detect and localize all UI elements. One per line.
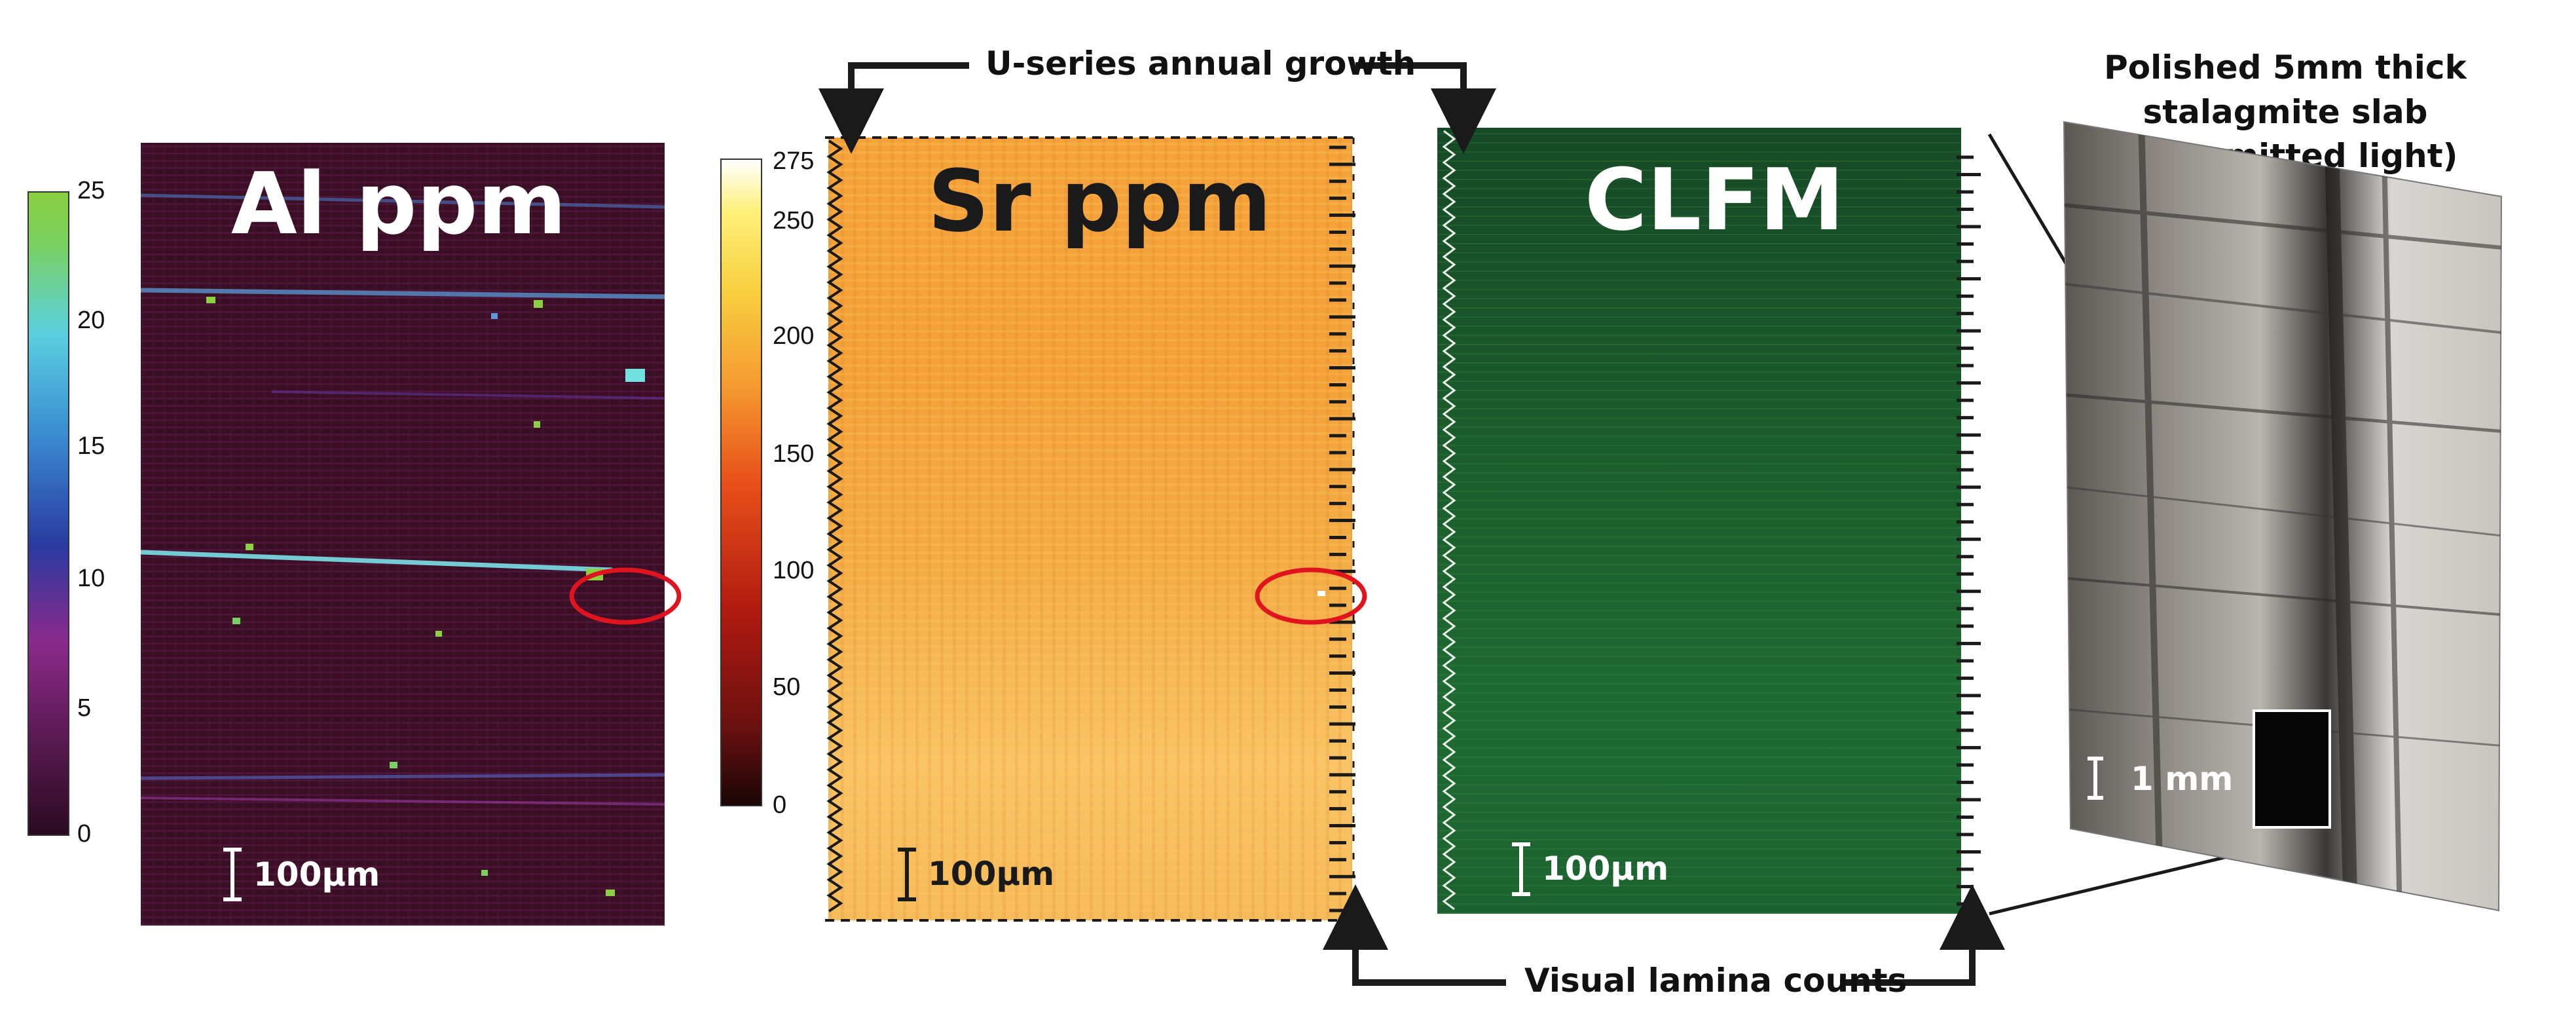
sr-colorbar-tick: 150 [773, 440, 815, 468]
al-ppm-title: Al ppm [231, 154, 567, 254]
al-scale-bar-icon [223, 848, 242, 901]
callout-visual-lamina: Visual lamina counts [1524, 962, 1907, 1000]
sr-scale-bar-icon [898, 848, 916, 901]
sr-ppm-map: Sr ppm 100µm [828, 138, 1352, 920]
clfm-map-overlay [1442, 130, 1981, 911]
sr-colorbar-tick: 250 [773, 207, 815, 235]
al-colorbar-tick: 20 [77, 307, 105, 334]
slab-scale-label: 1 mm [2131, 760, 2234, 798]
al-colorbar-tick: 0 [77, 820, 92, 848]
sr-scale-label: 100µm [928, 855, 1055, 893]
clfm-scale-bar-icon [1512, 842, 1530, 896]
al-highlight-circle [569, 567, 682, 625]
al-colorbar-tick: 10 [77, 565, 105, 592]
clfm-scale-label: 100µm [1542, 850, 1669, 888]
sr-colorbar-tick: 50 [773, 673, 801, 701]
sr-highlight-circle [1255, 567, 1367, 625]
clfm-title: CLFM [1585, 150, 1845, 250]
sr-map-overlay [825, 136, 1359, 922]
al-colorbar-tick: 25 [77, 177, 105, 204]
sr-colorbar-tick: 100 [773, 557, 815, 584]
al-ppm-map: Al ppm 100µm [141, 143, 665, 926]
al-colorbar [28, 191, 69, 836]
al-scale-label: 100µm [253, 855, 380, 893]
clfm-map: CLFM 100µm [1437, 128, 1961, 914]
stalagmite-slab-photo [2063, 121, 2503, 912]
slab-scale-bar-icon [2088, 757, 2103, 800]
slab-title-line1: Polished 5mm thick stalagmite slab [2104, 48, 2467, 131]
sr-ppm-title: Sr ppm [928, 151, 1272, 251]
sr-colorbar-tick: 200 [773, 322, 815, 350]
al-colorbar-tick: 15 [77, 432, 105, 460]
sr-colorbar-tick: 275 [773, 147, 815, 175]
sr-colorbar [720, 159, 762, 806]
al-colorbar-tick: 5 [77, 694, 92, 722]
sr-colorbar-tick: 0 [773, 791, 787, 819]
callout-u-series: U-series annual growth [985, 45, 1416, 83]
al-map-features [141, 193, 665, 896]
